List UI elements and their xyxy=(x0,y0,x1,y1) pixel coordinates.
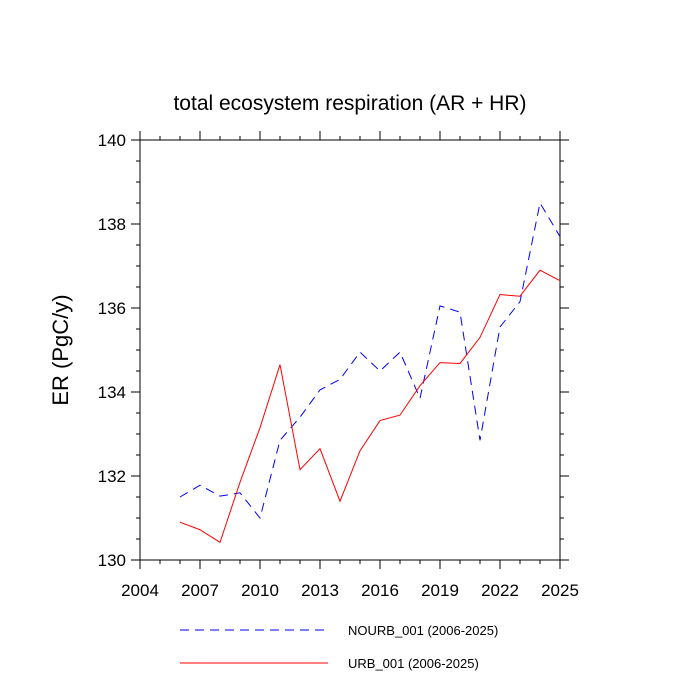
y-tick-label: 132 xyxy=(98,467,126,486)
y-tick-label: 138 xyxy=(98,215,126,234)
plot-area: 130 132 134 136 138 140 2004 2007 2010 2013 2016 20… xyxy=(98,131,579,671)
x-tick-label: 2013 xyxy=(301,581,339,600)
x-tick-label: 2010 xyxy=(241,581,279,600)
y-tick-label: 136 xyxy=(98,299,126,318)
y-tick-label: 134 xyxy=(98,383,126,402)
x-tick-label: 2004 xyxy=(121,581,159,600)
x-tick-label: 2022 xyxy=(481,581,519,600)
legend-label-1: NOURB_001 (2006-2025) xyxy=(348,623,498,638)
x-tick-label: 2007 xyxy=(181,581,219,600)
y-tick-label: 130 xyxy=(98,551,126,570)
plot-frame xyxy=(139,139,561,561)
chart-title: total ecosystem respiration (AR + HR) xyxy=(173,92,526,115)
x-tick-label: 2016 xyxy=(361,581,399,600)
y-tick-label: 140 xyxy=(98,131,126,150)
series-line-1 xyxy=(179,201,561,520)
x-tick-label: 2025 xyxy=(541,581,579,600)
y-axis-label: ER (PgC/y) xyxy=(48,294,73,405)
legend-label-2: URB_001 (2006-2025) xyxy=(348,656,479,671)
series-line-2 xyxy=(179,269,561,544)
x-tick-label: 2019 xyxy=(421,581,459,600)
